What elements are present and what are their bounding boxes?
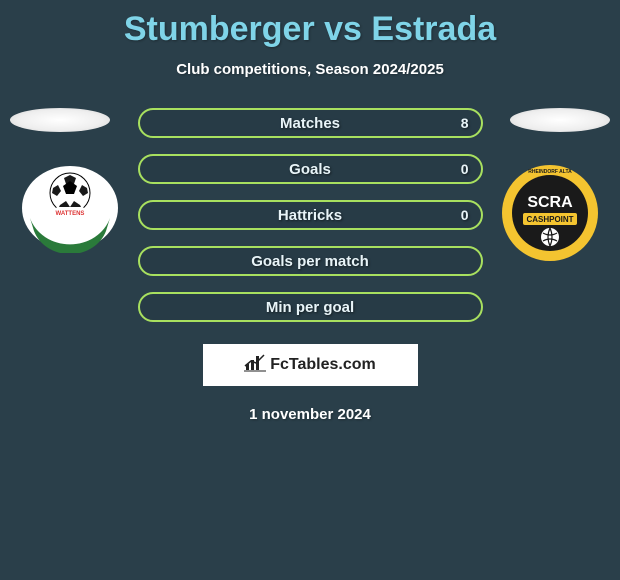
chart-icon bbox=[244, 354, 266, 377]
stat-row-min-per-goal: Min per goal bbox=[138, 292, 483, 322]
stat-row-matches: Matches 8 bbox=[138, 108, 483, 138]
club-badge-right: RHEINDORF ALTA SCRA CASHPOINT bbox=[500, 163, 600, 263]
fctables-logo: FcTables.com bbox=[203, 344, 418, 386]
stat-label: Goals bbox=[289, 161, 331, 178]
page-title: Stumberger vs Estrada bbox=[0, 0, 620, 49]
stat-right-value: 0 bbox=[461, 161, 469, 177]
subtitle: Club competitions, Season 2024/2025 bbox=[0, 61, 620, 78]
svg-text:RHEINDORF ALTA: RHEINDORF ALTA bbox=[528, 169, 572, 175]
stat-label: Matches bbox=[280, 115, 340, 132]
date-text: 1 november 2024 bbox=[0, 406, 620, 423]
club-left-center: WATTENS bbox=[56, 211, 85, 217]
stat-label: Min per goal bbox=[266, 299, 354, 316]
club-badge-left: WSG SWAROVSKI WATTENS bbox=[20, 163, 120, 253]
stat-row-goals: Goals 0 bbox=[138, 154, 483, 184]
stat-right-value: 8 bbox=[461, 115, 469, 131]
player-photo-left-placeholder bbox=[10, 108, 110, 132]
stat-label: Hattricks bbox=[278, 207, 342, 224]
club-right-label-top: SCRA bbox=[527, 194, 573, 211]
club-left-label: WSG SWAROVSKI bbox=[39, 225, 101, 232]
stat-label: Goals per match bbox=[251, 253, 369, 270]
stats-pill-list: Matches 8 Goals 0 Hattricks 0 Goals per … bbox=[138, 108, 483, 322]
player-photo-right-placeholder bbox=[510, 108, 610, 132]
stat-right-value: 0 bbox=[461, 207, 469, 223]
stat-row-hattricks: Hattricks 0 bbox=[138, 200, 483, 230]
comparison-panel: WSG SWAROVSKI WATTENS RHEINDORF ALTA SCR… bbox=[0, 108, 620, 423]
logo-text: FcTables.com bbox=[270, 356, 376, 374]
stat-row-goals-per-match: Goals per match bbox=[138, 246, 483, 276]
club-right-banner: CASHPOINT bbox=[526, 215, 573, 224]
